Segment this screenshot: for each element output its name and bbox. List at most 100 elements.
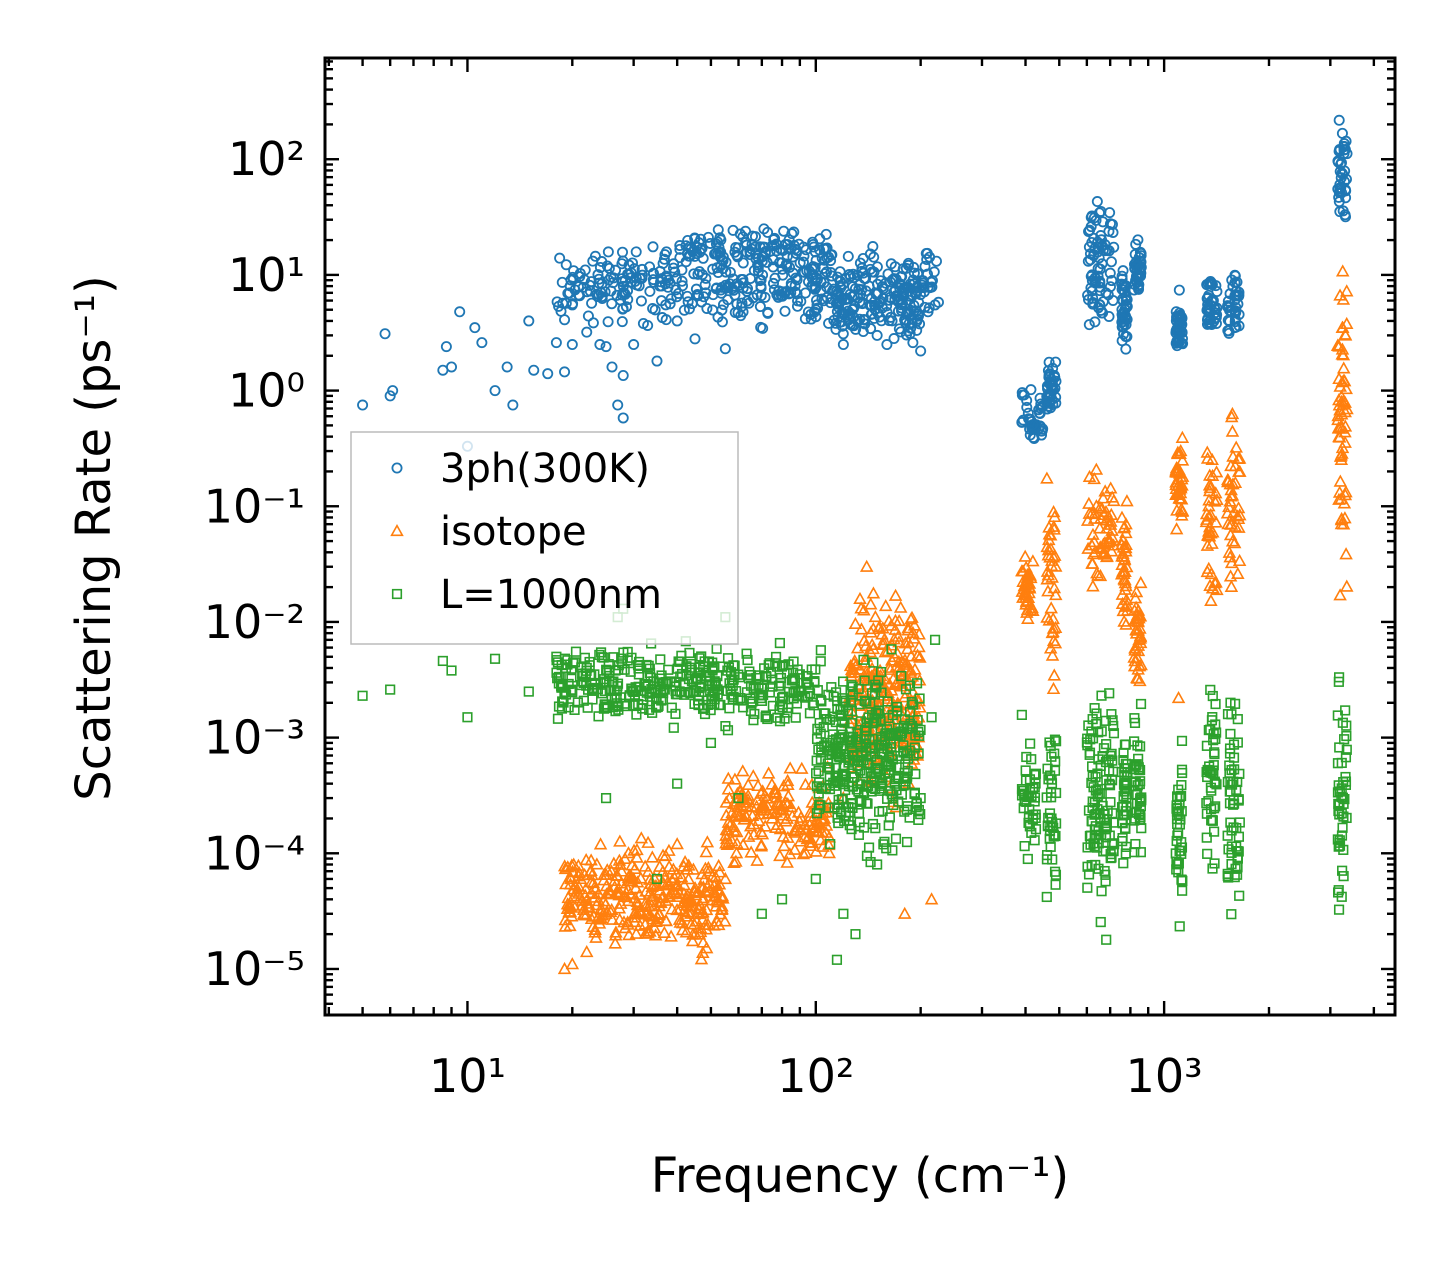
data-point [1205,452,1219,466]
data-point [737,257,749,269]
data-point [1097,216,1109,228]
data-point [616,246,628,258]
data-point [913,297,925,309]
data-point [762,306,774,318]
data-point [577,867,592,881]
data-point [1045,740,1056,751]
data-point [1104,688,1115,699]
data-point [727,823,741,836]
data-point [1096,491,1110,504]
data-point [830,747,841,758]
data-point [673,915,688,928]
data-point [611,700,623,711]
data-point [815,656,826,667]
data-point [1229,440,1243,453]
data-point [1018,785,1029,796]
data-point [654,265,666,277]
data-point [826,270,838,282]
data-point [437,655,448,667]
legend-marker [391,588,403,600]
data-point [597,873,611,886]
data-point [1332,371,1346,385]
data-point [634,831,649,844]
data-point [923,302,935,314]
data-point [732,242,744,254]
data-point [1206,815,1217,826]
data-point [1223,550,1237,563]
data-point [1340,779,1352,790]
data-point [794,810,808,823]
data-point [868,657,879,668]
data-point [572,865,587,879]
data-point [1229,316,1241,328]
data-point [914,730,925,741]
data-point [1049,866,1061,877]
data-point [901,804,912,815]
data-point [1093,500,1107,513]
data-point [1135,847,1146,858]
data-point [1175,814,1186,825]
data-point [357,399,369,411]
legend-label: isotope [440,509,587,555]
data-point [1225,776,1236,787]
data-point [932,296,944,308]
data-point [863,597,878,610]
data-point [886,644,897,655]
data-point [1223,528,1238,541]
data-point [764,245,776,257]
data-point [744,249,756,261]
data-point [856,750,867,762]
data-point [822,846,836,859]
data-point [1099,239,1111,251]
data-point [712,689,723,700]
data-point [1224,798,1236,809]
data-point [814,799,825,810]
data-point [628,339,640,351]
data-point [754,275,766,287]
data-point [796,847,811,860]
data-point [602,886,617,899]
data-point [560,689,572,700]
data-point [876,621,890,634]
data-point [756,908,767,919]
data-point [811,755,822,766]
data-point [736,297,748,309]
data-point [795,761,809,774]
data-point [810,664,821,675]
data-point [622,268,634,280]
data-point [1095,230,1107,242]
data-point [809,262,821,274]
data-point [659,249,671,261]
data-point [685,934,700,947]
data-point [627,700,639,711]
data-point [822,758,833,769]
data-point [1174,921,1185,932]
data-point [1118,791,1129,802]
data-point [1169,522,1184,535]
data-point [1087,771,1098,782]
data-point [670,685,681,697]
data-point [630,246,642,258]
data-point [1177,875,1188,887]
data-point [1119,304,1131,316]
data-point [1101,934,1112,945]
data-point [712,266,724,278]
data-point [1331,409,1345,422]
data-point [825,839,836,850]
data-point [1045,648,1060,661]
data-point [751,672,762,684]
data-point [570,646,582,657]
data-point [637,699,648,710]
data-point [783,288,795,300]
data-point [1224,483,1238,496]
data-point [1044,808,1056,819]
data-point [810,254,822,266]
data-point [1046,505,1061,518]
data-point [837,716,848,727]
data-point [659,914,674,927]
data-point [668,722,679,733]
data-point [854,601,868,614]
data-point [677,859,691,872]
data-point [1130,776,1141,787]
data-point [593,711,604,722]
